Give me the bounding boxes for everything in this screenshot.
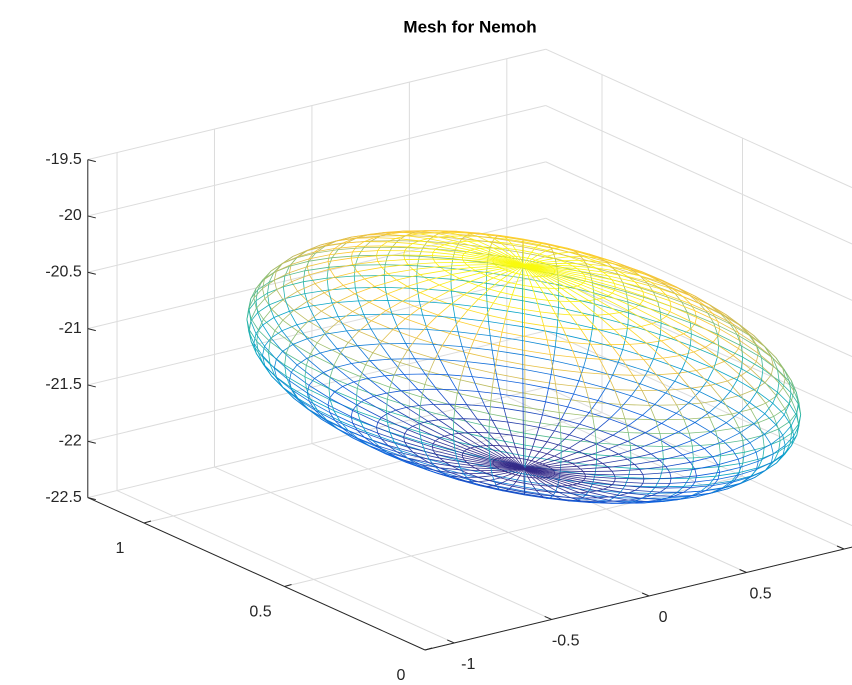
mesh-line (666, 488, 690, 489)
z-tick-label: -21 (59, 320, 82, 337)
z-tick-label: -22 (59, 432, 82, 449)
chart: Mesh for Nemoh -22.5 -22 -21.5 -21 -20.5 -20 -… (0, 0, 852, 685)
z-tick-label: -19.5 (45, 151, 82, 168)
x-tick-label: 0.5 (749, 586, 771, 603)
mesh-line (547, 498, 550, 499)
z-tick-label: -21.5 (45, 376, 82, 393)
z-tick-label: -20 (59, 207, 82, 224)
chart-title: Mesh for Nemoh (403, 17, 536, 36)
z-tick-label: -22.5 (45, 489, 82, 506)
x-tick-label: -1 (461, 656, 475, 673)
mesh-line (614, 474, 642, 475)
x-tick-label: 0 (659, 609, 668, 626)
page: Mesh for Nemoh -22.5 -22 -21.5 -21 -20.5 -20 -… (0, 0, 852, 685)
y-tick-label: 0 (397, 667, 406, 684)
mesh-line (405, 259, 433, 260)
y-tick-label: 0.5 (249, 604, 271, 621)
x-tick-label: -0.5 (552, 633, 580, 650)
y-tick-label: 1 (116, 540, 125, 557)
mesh-line (357, 246, 381, 247)
background (0, 0, 852, 685)
z-tick-label: -20.5 (45, 263, 82, 280)
mesh-line (497, 236, 500, 237)
